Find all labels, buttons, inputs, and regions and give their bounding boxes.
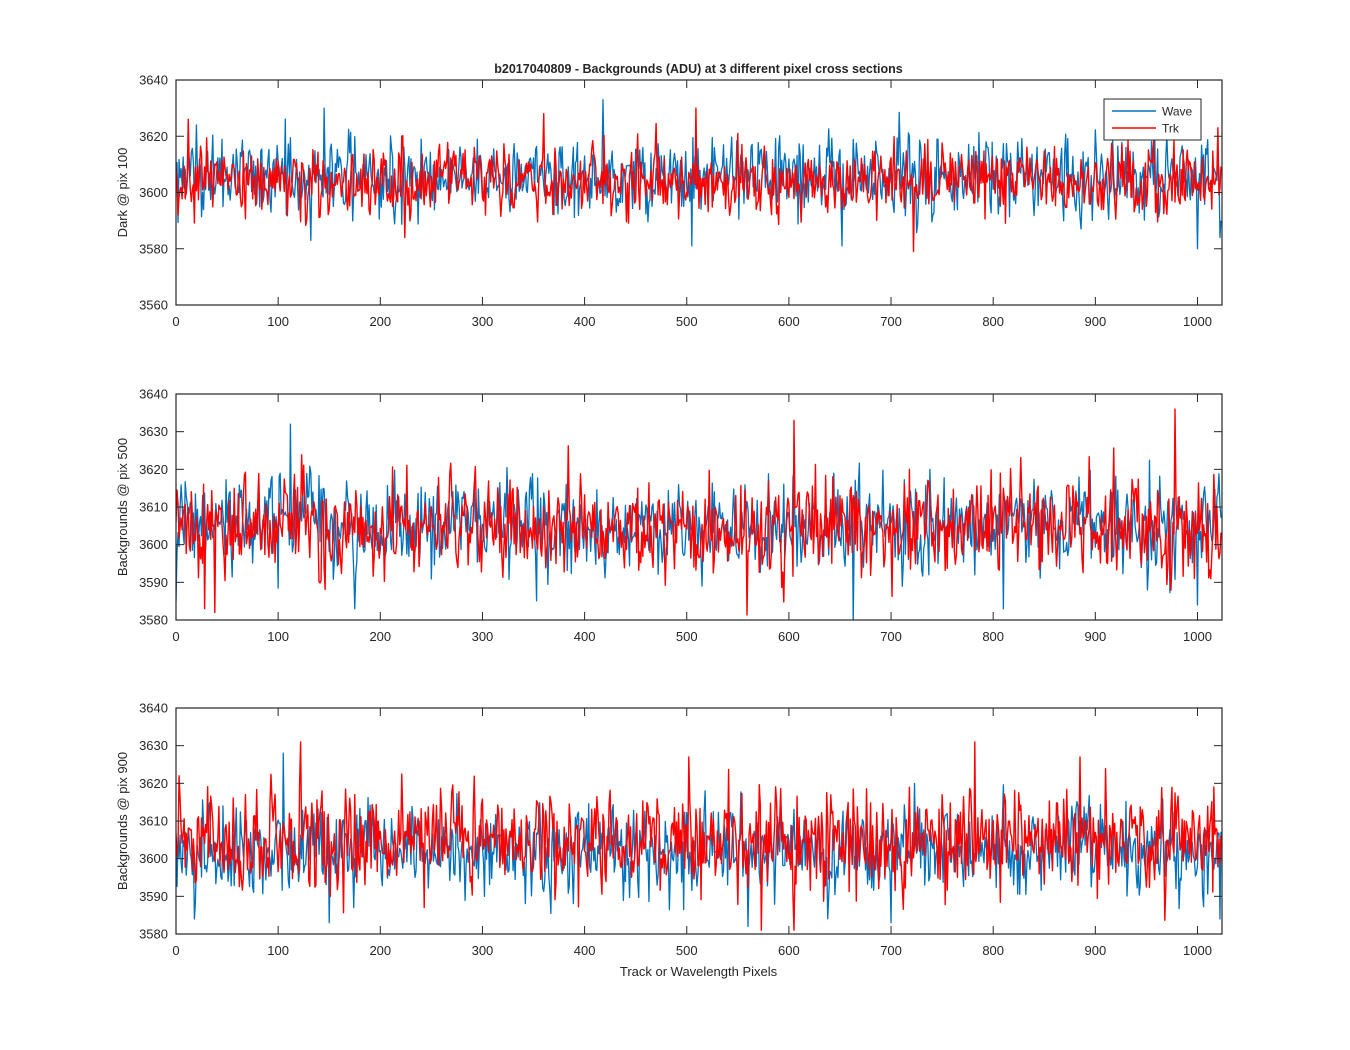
y-tick-label: 3620 [139,462,168,477]
y-tick-label: 3620 [139,776,168,791]
y-tick-label: 3600 [139,851,168,866]
y-tick-label: 3640 [139,701,168,716]
legend-item-wave[interactable]: Wave [1112,105,1193,119]
legend-box [1103,98,1202,141]
series-line-wave [176,423,1222,620]
y-tick-label: 3640 [139,387,168,402]
series-line-trk [176,408,1222,616]
series-line-trk [176,741,1222,931]
plot-area [176,394,1222,620]
y-tick-label: 3580 [139,613,168,628]
x-tick-label: 700 [880,943,902,958]
x-tick-label: 900 [1084,943,1106,958]
x-tick-label: 1000 [1183,314,1212,329]
x-tick-label: 300 [472,943,494,958]
x-tick-label: 100 [267,943,289,958]
subplot-1: 0 100 200 300 400 500 600 700 800 900 1000 3560 3580… [115,73,1223,329]
x-tick-label: 400 [574,314,596,329]
x-tick-label: 1000 [1183,629,1212,644]
legend-label: Wave [1162,105,1193,119]
x-tick-label: 800 [982,314,1004,329]
y-tick-label: 3580 [139,241,168,256]
x-tick-label: 500 [676,314,698,329]
x-tick-label: 200 [369,943,391,958]
subplot-2: 0 100 200 300 400 500 600 700 800 900 1000 3580 3590… [115,387,1223,644]
x-tick-label: 800 [982,943,1004,958]
y-axis-label: Backgrounds @ pix 500 [115,438,130,576]
y-tick-label: 3610 [139,814,168,829]
x-tick-label: 0 [172,943,179,958]
x-tick-label: 100 [267,314,289,329]
y-tick-label: 3600 [139,537,168,552]
x-tick-label: 700 [880,314,902,329]
x-tick-label: 0 [172,314,179,329]
y-axis-label: Backgrounds @ pix 900 [115,752,130,890]
x-tick-label: 600 [778,943,800,958]
figure-title: b2017040809 - Backgrounds (ADU) at 3 dif… [494,62,903,76]
x-tick-label: 900 [1084,314,1106,329]
x-tick-label: 0 [172,629,179,644]
x-tick-label: 100 [267,629,289,644]
x-tick-label: 200 [369,629,391,644]
x-tick-label: 1000 [1183,943,1212,958]
series-line-wave [176,99,1222,250]
y-tick-label: 3620 [139,129,168,144]
x-tick-label: 500 [676,943,698,958]
x-tick-label: 300 [472,314,494,329]
legend[interactable]: Wave Trk [1103,98,1202,141]
legend-item-trk[interactable]: Trk [1112,122,1180,136]
x-axis-label: Track or Wavelength Pixels [620,964,778,979]
y-tick-label: 3560 [139,298,168,313]
x-tick-label: 700 [880,629,902,644]
x-tick-label: 600 [778,314,800,329]
plot-area [176,708,1222,934]
x-tick-label: 500 [676,629,698,644]
legend-label: Trk [1162,122,1180,136]
subplot-3: 0 100 200 300 400 500 600 700 800 900 1000 3580 3590… [115,701,1223,958]
y-tick-label: 3600 [139,185,168,200]
x-tick-label: 400 [574,629,596,644]
series-line-trk [176,107,1222,253]
x-tick-label: 800 [982,629,1004,644]
y-tick-label: 3640 [139,73,168,88]
y-tick-label: 3580 [139,927,168,942]
x-tick-label: 400 [574,943,596,958]
y-axis-label: Dark @ pix 100 [115,148,130,238]
y-tick-label: 3590 [139,889,168,904]
x-tick-label: 200 [369,314,391,329]
x-tick-label: 900 [1084,629,1106,644]
y-tick-label: 3590 [139,575,168,590]
y-tick-label: 3630 [139,738,168,753]
x-tick-label: 600 [778,629,800,644]
subplots: 0 100 200 300 400 500 600 700 800 900 100035603580… [115,73,1223,958]
y-tick-label: 3610 [139,500,168,515]
x-tick-label: 300 [472,629,494,644]
y-tick-label: 3630 [139,424,168,439]
